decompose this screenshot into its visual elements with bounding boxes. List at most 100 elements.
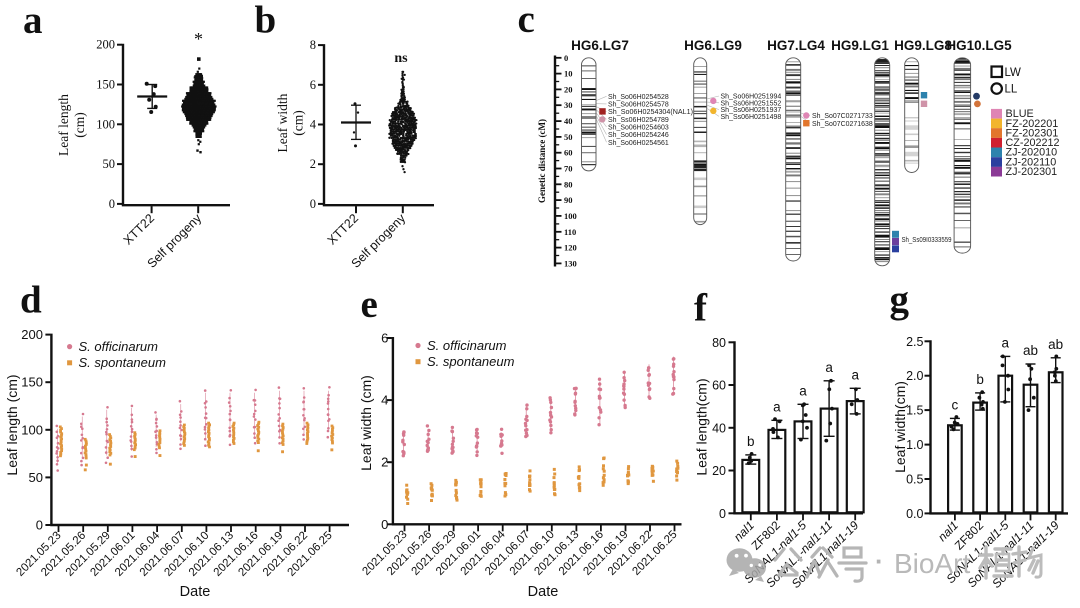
svg-text:Leaf length: Leaf length (56, 94, 71, 156)
svg-text:ab: ab (1048, 337, 1063, 352)
svg-text:Leaf width(cm): Leaf width(cm) (892, 381, 908, 473)
svg-text:Sh_Ss06H0251498: Sh_Ss06H0251498 (721, 112, 782, 121)
svg-text:0: 0 (36, 518, 43, 533)
svg-text:2.0: 2.0 (906, 369, 923, 383)
svg-text:Date: Date (180, 584, 211, 600)
svg-text:ZJ-202301: ZJ-202301 (1006, 166, 1058, 178)
svg-text:2.5: 2.5 (906, 335, 923, 349)
svg-text:d: d (20, 279, 42, 322)
svg-text:f: f (694, 287, 708, 330)
svg-text:40: 40 (712, 421, 726, 435)
svg-text:Sh_So06H0254603: Sh_So06H0254603 (608, 123, 669, 132)
svg-text:90: 90 (564, 195, 573, 205)
svg-text:50: 50 (564, 132, 573, 142)
svg-text:Sh_So07C0271733: Sh_So07C0271733 (812, 111, 873, 120)
svg-text:S. spontaneum: S. spontaneum (79, 355, 167, 370)
svg-text:Sh_Ss06H0254789: Sh_Ss06H0254789 (608, 115, 669, 124)
svg-text:XTT22: XTT22 (325, 211, 361, 247)
svg-text:a: a (1002, 335, 1010, 350)
svg-text:0.0: 0.0 (906, 507, 923, 521)
svg-text:20: 20 (712, 464, 726, 478)
svg-text:(cm): (cm) (291, 110, 306, 135)
svg-text:100: 100 (564, 211, 577, 221)
svg-text:HG6.LG7: HG6.LG7 (571, 38, 629, 53)
svg-text:50: 50 (29, 470, 43, 485)
svg-text:4: 4 (310, 118, 317, 132)
svg-text:1.5: 1.5 (906, 404, 923, 418)
svg-text:2: 2 (381, 455, 388, 470)
svg-text:Leaf width: Leaf width (275, 93, 290, 152)
svg-text:FZ-202201: FZ-202201 (1006, 118, 1059, 130)
svg-text:b: b (976, 372, 984, 387)
svg-text:b: b (747, 434, 755, 449)
svg-text:Sh_So06H0251994: Sh_So06H0251994 (721, 92, 782, 101)
svg-text:a: a (851, 367, 859, 382)
svg-text:Sh_So06H0254304(NAL1): Sh_So06H0254304(NAL1) (608, 107, 693, 116)
svg-text:a: a (23, 0, 43, 42)
svg-text:6: 6 (381, 331, 388, 346)
svg-text:100: 100 (96, 117, 115, 131)
svg-text:ZJ-202110: ZJ-202110 (1006, 156, 1057, 168)
svg-text:Sh_So06H0254578: Sh_So06H0254578 (608, 100, 669, 109)
svg-text:1.0: 1.0 (906, 438, 923, 452)
svg-text:0: 0 (564, 53, 568, 63)
svg-text:a: a (799, 383, 807, 398)
svg-text:60: 60 (712, 379, 726, 393)
svg-text:e: e (361, 283, 378, 326)
svg-text:0.5: 0.5 (906, 473, 923, 487)
svg-text:4: 4 (381, 393, 388, 408)
svg-text:Date: Date (528, 584, 559, 600)
svg-text:150: 150 (96, 78, 115, 92)
svg-text:S. spontaneum: S. spontaneum (427, 354, 515, 369)
svg-text:110: 110 (564, 227, 576, 237)
svg-text:HG9.LG8: HG9.LG8 (894, 38, 952, 53)
svg-text:Sh_Ss06H0251937: Sh_Ss06H0251937 (721, 105, 782, 114)
svg-text:80: 80 (564, 179, 573, 189)
svg-text:150: 150 (21, 375, 43, 390)
svg-text:50: 50 (103, 157, 116, 171)
svg-text:30: 30 (564, 100, 573, 110)
svg-text:Sh_So06H0254561: Sh_So06H0254561 (608, 138, 669, 147)
svg-text:XTT22: XTT22 (121, 211, 157, 247)
svg-text:HG9.LG1: HG9.LG1 (831, 38, 889, 53)
svg-text:S. officinarum: S. officinarum (79, 339, 159, 354)
svg-text:0: 0 (381, 517, 388, 532)
svg-text:BLUE: BLUE (1006, 108, 1034, 120)
svg-text:LW: LW (1005, 67, 1022, 79)
svg-text:0: 0 (310, 197, 316, 211)
svg-text:BioArt: BioArt (894, 548, 970, 579)
svg-text:S. officinarum: S. officinarum (427, 338, 507, 353)
svg-text:·: · (875, 546, 884, 576)
svg-text:Leaf length (cm): Leaf length (cm) (4, 374, 20, 475)
svg-text:60: 60 (564, 148, 573, 158)
svg-text:Sh_Ss09I0333559: Sh_Ss09I0333559 (902, 235, 952, 244)
svg-text:ab: ab (1023, 343, 1038, 358)
svg-text:Sh_So07C0271638: Sh_So07C0271638 (812, 119, 873, 128)
svg-text:Genetic distance (cM): Genetic distance (cM) (537, 119, 547, 203)
svg-text:g: g (890, 278, 910, 321)
svg-text:Leaf width (cm): Leaf width (cm) (358, 375, 374, 471)
svg-text:HG10.LG5: HG10.LG5 (946, 38, 1012, 53)
svg-text:a: a (825, 360, 833, 375)
svg-text:*: * (194, 29, 203, 49)
svg-text:Leaf length(cm): Leaf length(cm) (694, 378, 710, 475)
svg-text:80: 80 (712, 336, 726, 350)
svg-text:8: 8 (310, 38, 316, 52)
svg-text:120: 120 (564, 243, 577, 253)
svg-text:Sh_So06H0254246: Sh_So06H0254246 (608, 130, 669, 139)
svg-text:c: c (518, 0, 535, 41)
svg-text:CZ-202212: CZ-202212 (1006, 137, 1060, 149)
svg-text:0: 0 (109, 197, 115, 211)
svg-text:100: 100 (21, 422, 43, 437)
svg-text:Sh_Ss06H0251552: Sh_Ss06H0251552 (721, 98, 782, 107)
svg-text:ZJ-202010: ZJ-202010 (1006, 147, 1058, 159)
svg-text:2: 2 (310, 157, 316, 171)
svg-text:200: 200 (96, 38, 115, 52)
svg-text:0: 0 (719, 507, 726, 521)
svg-text:ns: ns (394, 51, 408, 66)
svg-text:c: c (952, 397, 959, 412)
svg-text:200: 200 (21, 327, 43, 342)
svg-text:130: 130 (564, 258, 577, 268)
svg-text:70: 70 (564, 164, 573, 174)
svg-text:LL: LL (1005, 84, 1018, 96)
